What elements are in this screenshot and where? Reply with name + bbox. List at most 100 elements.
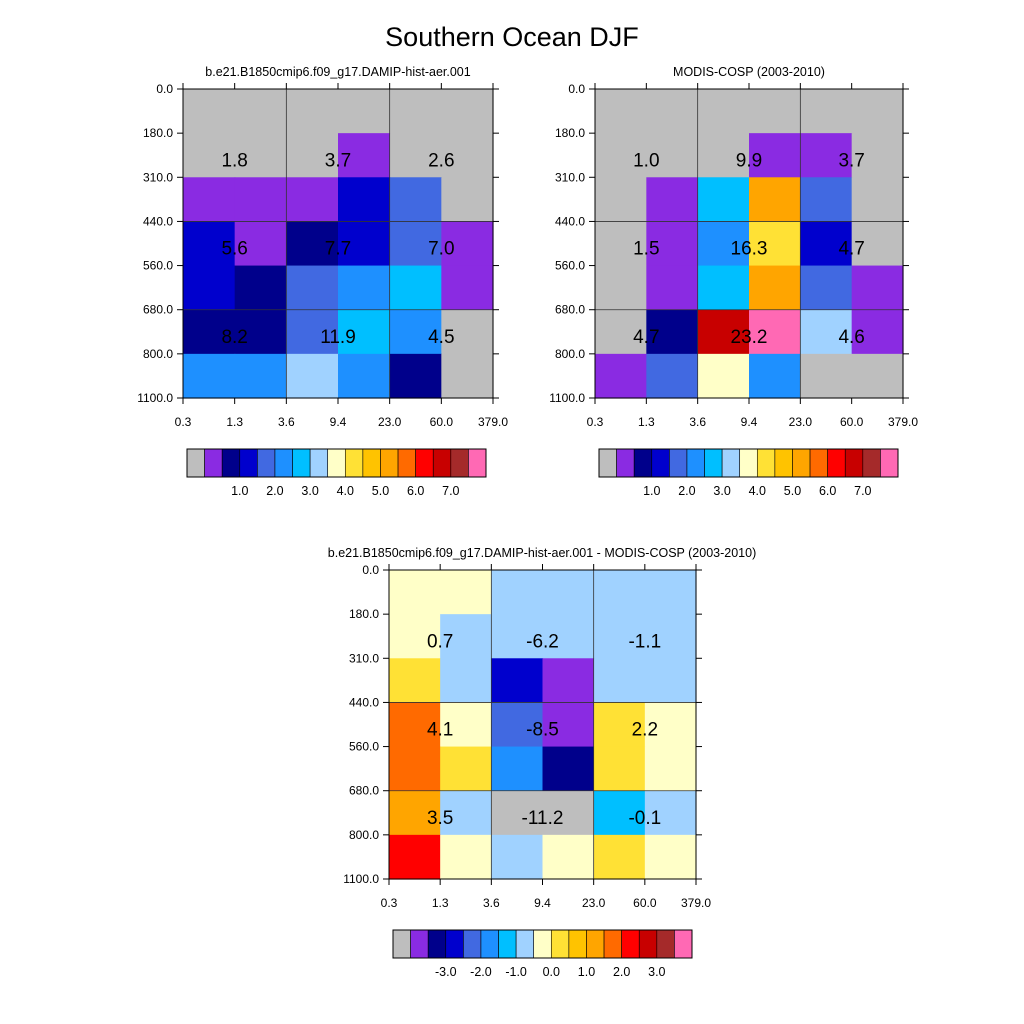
heatmap-cell	[749, 177, 801, 223]
figure-title: Southern Ocean DJF	[385, 22, 639, 52]
colorbar-label: 2.0	[613, 965, 630, 979]
heatmap-cell	[646, 133, 699, 178]
heatmap-cell	[646, 221, 699, 267]
heatmap-cell	[440, 614, 492, 659]
heatmap-cell	[338, 177, 391, 223]
heatmap-cell	[338, 309, 391, 355]
cell-value-label: 4.1	[427, 720, 453, 741]
colorbar-label: 6.0	[407, 484, 424, 498]
heatmap-cell	[183, 177, 236, 223]
cell-value-label: 9.9	[736, 150, 762, 171]
heatmap-cell	[338, 133, 391, 178]
y-tick-label: 680.0	[555, 303, 585, 317]
colorbar-frame	[392, 929, 693, 959]
heatmap-cell	[389, 309, 442, 355]
heatmap-cell	[389, 265, 442, 311]
heatmap-cell	[697, 221, 750, 267]
colorbar-swatch	[445, 929, 464, 959]
heatmap-cell	[542, 614, 595, 659]
cell-value-label: -11.2	[522, 808, 564, 829]
y-tick-label: 680.0	[143, 303, 173, 317]
heatmap-cell	[697, 133, 750, 178]
colorbar-label: 1.0	[231, 484, 248, 498]
cell-value-label: 1.5	[633, 239, 659, 260]
heatmap-cell	[389, 89, 442, 134]
heatmap-cell	[593, 570, 646, 615]
colorbar-swatch	[756, 448, 776, 478]
heatmap-cell	[800, 265, 853, 311]
heatmap-cell	[644, 658, 697, 704]
colorbar-swatch	[721, 448, 741, 478]
heatmap-cell	[389, 834, 441, 880]
colorbar-swatch	[410, 929, 429, 959]
heatmap-cell	[800, 89, 853, 134]
y-tick-label: 440.0	[143, 214, 173, 228]
heatmap-cell	[851, 221, 904, 267]
colorbar-swatch	[669, 448, 688, 478]
heatmap-cell	[441, 133, 494, 178]
y-tick-label: 560.0	[555, 259, 585, 273]
heatmap-cell	[542, 702, 595, 748]
heatmap-cell	[542, 570, 595, 615]
colorbar-swatch	[463, 929, 482, 959]
heatmap-cell	[851, 177, 904, 223]
colorbar-swatch	[638, 929, 658, 959]
colorbar-swatch	[427, 929, 447, 959]
y-tick-label: 560.0	[143, 259, 173, 273]
y-tick-label: 310.0	[349, 651, 379, 665]
heatmap-cell	[234, 353, 287, 399]
heatmap-cell	[697, 309, 750, 355]
x-tick-label: 23.0	[789, 415, 813, 429]
colorbar-label: 3.0	[648, 965, 665, 979]
x-tick-label: 60.0	[840, 415, 864, 429]
heatmap-cell	[389, 570, 441, 615]
heatmap-cell	[595, 265, 647, 311]
y-tick-label: 1100.0	[549, 391, 585, 405]
colorbar-swatch	[827, 448, 846, 478]
heatmap-cell	[800, 177, 853, 223]
colorbar-swatch	[309, 448, 329, 478]
colorbar-swatch	[774, 448, 793, 478]
heatmap-cell	[800, 221, 853, 267]
heatmap-cell	[440, 746, 492, 792]
colorbar-swatch	[221, 448, 241, 478]
colorbar-swatch	[380, 448, 399, 478]
heatmap-cell	[183, 221, 236, 267]
y-tick-label: 440.0	[555, 214, 585, 228]
colorbar-label: 5.0	[784, 484, 801, 498]
panel-title: MODIS-COSP (2003-2010)	[673, 65, 825, 79]
heatmap-cell	[286, 309, 339, 355]
heatmap-cell	[644, 570, 697, 615]
y-tick-label: 1100.0	[137, 391, 173, 405]
cell-value-label: 1.0	[633, 150, 659, 171]
colorbar-swatch	[480, 929, 499, 959]
x-tick-label: 3.6	[689, 415, 706, 429]
heatmap-cell	[234, 133, 287, 178]
colorbar-swatch	[274, 448, 293, 478]
heatmap-cell	[542, 658, 595, 704]
colorbar-label: 3.0	[301, 484, 318, 498]
y-tick-label: 800.0	[349, 828, 379, 842]
heatmap-cell	[593, 790, 646, 836]
cell-value-label: 7.0	[428, 239, 454, 260]
heatmap-cell	[851, 89, 904, 134]
x-tick-label: 9.4	[330, 415, 347, 429]
heatmap-cell	[183, 89, 236, 134]
colorbar-swatch	[397, 448, 416, 478]
y-tick-label: 0.0	[362, 563, 379, 577]
colorbar-swatch	[415, 448, 434, 478]
heatmap-cell	[440, 790, 492, 836]
heatmap-cell	[749, 89, 801, 134]
heatmap-cell	[646, 89, 699, 134]
heatmap-cell	[286, 133, 339, 178]
cell-value-label: 3.7	[325, 150, 351, 171]
heatmap-cell	[644, 790, 697, 836]
heatmap-cell	[389, 614, 441, 659]
y-tick-label: 800.0	[143, 347, 173, 361]
x-tick-label: 1.3	[226, 415, 243, 429]
heatmap-cell	[644, 702, 697, 748]
cell-value-label: 3.7	[838, 150, 864, 171]
x-tick-label: 0.3	[587, 415, 604, 429]
colorbar-swatch	[362, 448, 381, 478]
colorbar-swatch	[257, 448, 276, 478]
